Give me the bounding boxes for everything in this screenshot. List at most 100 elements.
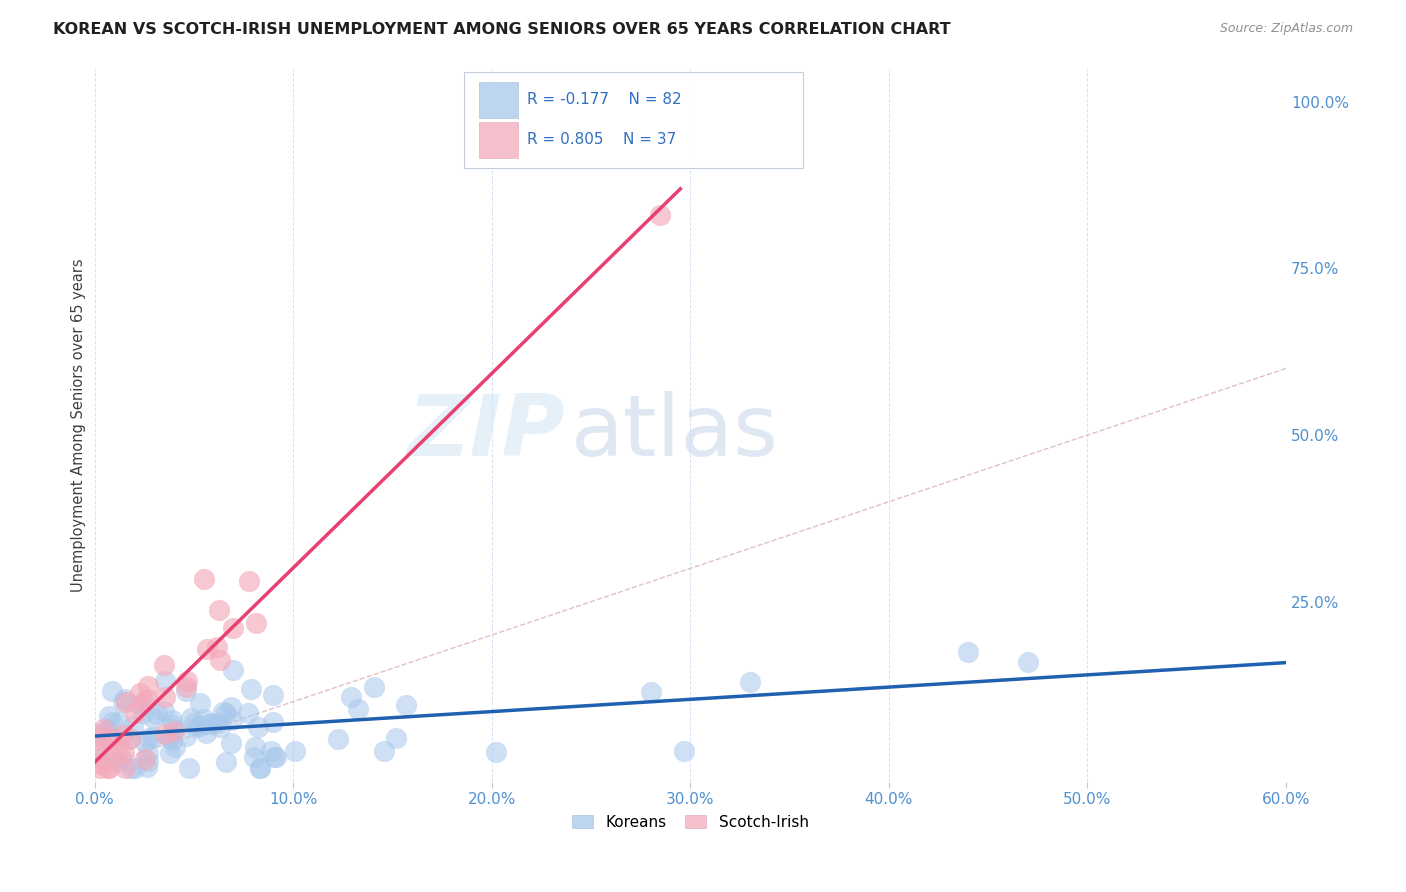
Point <box>243 740 266 755</box>
Point <box>239 681 262 696</box>
Point <box>118 732 141 747</box>
Point <box>124 761 146 775</box>
Point <box>100 732 122 747</box>
Point <box>87 749 110 764</box>
Text: ZIP: ZIP <box>408 391 565 474</box>
Point <box>136 746 159 760</box>
Point <box>212 705 235 719</box>
Point <box>87 756 110 771</box>
Point <box>208 653 231 667</box>
Point <box>89 761 111 775</box>
Point <box>107 755 129 769</box>
Point <box>89 729 111 743</box>
Point <box>208 720 231 734</box>
Point <box>346 702 368 716</box>
Point <box>183 715 205 730</box>
Point <box>97 761 120 775</box>
Point <box>101 742 124 756</box>
Point <box>205 715 228 730</box>
Point <box>264 749 287 764</box>
Point <box>160 732 183 747</box>
FancyBboxPatch shape <box>479 122 517 158</box>
Point <box>107 715 129 730</box>
Point <box>97 722 120 736</box>
Point <box>162 718 184 732</box>
Point <box>114 761 136 775</box>
Point <box>153 657 176 672</box>
Point <box>163 723 186 738</box>
Point <box>174 729 197 743</box>
Point <box>110 751 132 765</box>
Point <box>363 681 385 695</box>
Point <box>146 707 169 722</box>
Point <box>640 684 662 698</box>
Point <box>242 749 264 764</box>
Point <box>384 731 406 746</box>
Point <box>245 616 267 631</box>
Point <box>120 731 142 746</box>
Point <box>142 711 165 725</box>
Text: R = -0.177    N = 82: R = -0.177 N = 82 <box>527 93 682 107</box>
Point <box>219 700 242 714</box>
Point <box>219 736 242 750</box>
Point <box>157 731 180 745</box>
Point <box>132 695 155 709</box>
Point <box>326 731 349 746</box>
Point <box>134 752 156 766</box>
Point <box>194 726 217 740</box>
Point <box>114 692 136 706</box>
Point <box>86 727 108 741</box>
Point <box>153 690 176 704</box>
Point <box>160 713 183 727</box>
Point <box>221 713 243 727</box>
Point <box>120 761 142 775</box>
Point <box>249 761 271 775</box>
Point <box>957 645 980 659</box>
Point <box>162 722 184 736</box>
Point <box>132 706 155 720</box>
Point <box>135 691 157 706</box>
Point <box>90 732 112 747</box>
Point <box>138 731 160 745</box>
Point <box>115 694 138 708</box>
Point <box>142 730 165 744</box>
Point <box>262 688 284 702</box>
Point <box>373 744 395 758</box>
Point <box>195 641 218 656</box>
Point <box>180 711 202 725</box>
Point <box>201 715 224 730</box>
Point <box>738 674 761 689</box>
Point <box>153 673 176 688</box>
Point <box>284 744 307 758</box>
Point <box>111 695 134 709</box>
Text: atlas: atlas <box>571 391 779 474</box>
Point <box>135 759 157 773</box>
Point <box>215 706 238 720</box>
Point <box>176 673 198 688</box>
Point <box>152 704 174 718</box>
Point <box>207 640 229 654</box>
Point <box>112 728 135 742</box>
Point <box>112 746 135 760</box>
Point <box>208 602 231 616</box>
Point <box>136 754 159 768</box>
Point <box>163 739 186 754</box>
Point <box>131 698 153 712</box>
Point <box>100 715 122 730</box>
Point <box>188 719 211 733</box>
Point <box>186 720 208 734</box>
Point <box>395 698 418 712</box>
Point <box>197 717 219 731</box>
Point <box>672 744 695 758</box>
Point <box>238 574 260 589</box>
Point <box>174 684 197 698</box>
Point <box>97 708 120 723</box>
Point <box>650 208 672 222</box>
Point <box>222 663 245 677</box>
Point <box>193 572 215 586</box>
Point <box>249 761 271 775</box>
Point <box>122 719 145 733</box>
Point <box>134 735 156 749</box>
FancyBboxPatch shape <box>464 72 803 169</box>
Point <box>91 749 114 764</box>
